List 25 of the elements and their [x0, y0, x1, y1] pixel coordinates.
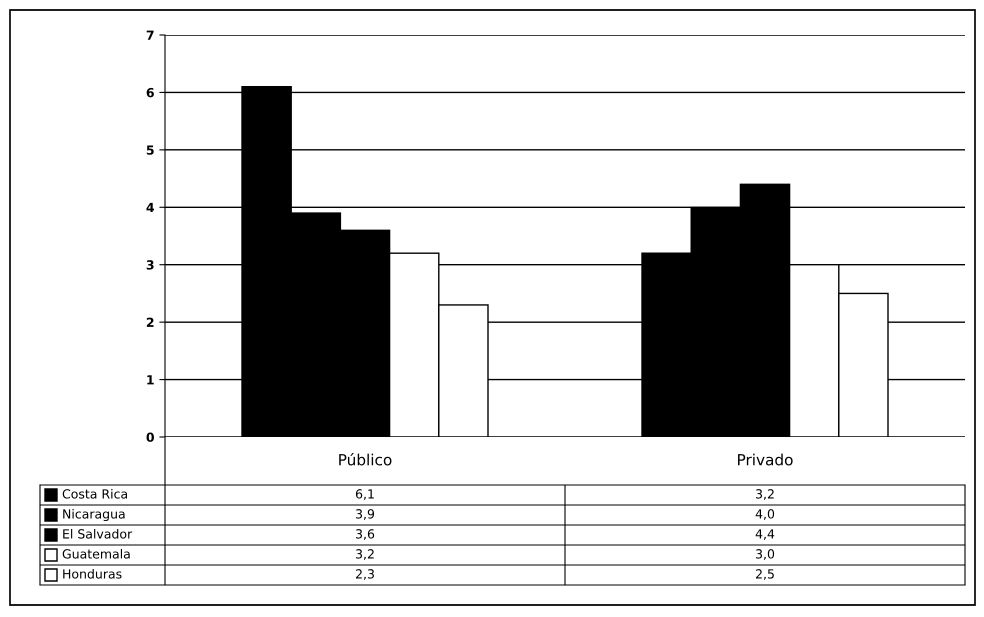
- y-tick-label: 5: [146, 145, 154, 155]
- legend-label: Guatemala: [62, 548, 130, 559]
- y-tick-label: 7: [146, 30, 154, 40]
- data-label: 3,2: [356, 549, 374, 560]
- x-tick-label: Público: [339, 453, 392, 466]
- data-label: 3,9: [356, 509, 374, 520]
- legend-label: El Salvador: [63, 528, 132, 539]
- legend-label: Costa Rica: [62, 488, 127, 499]
- data-label: 4,4: [756, 529, 774, 540]
- data-label: 2,3: [356, 569, 374, 580]
- data-label: 3,0: [756, 549, 774, 560]
- legend-label: Honduras: [63, 568, 122, 579]
- data-label: 2,5: [756, 569, 774, 580]
- data-label: 6,1: [356, 489, 374, 500]
- x-tick-label: Privado: [738, 454, 793, 466]
- data-label: 4,0: [756, 509, 774, 520]
- data-label: 3,6: [356, 529, 374, 540]
- y-tick-label: 1: [147, 375, 154, 384]
- y-tick-label: 3: [146, 260, 154, 270]
- y-tick-label: 2: [146, 318, 154, 327]
- y-tick-label: 6: [146, 88, 154, 98]
- data-label: 3,2: [756, 489, 774, 500]
- y-tick-label: 0: [146, 432, 154, 442]
- legend-label: Nicaragua: [63, 508, 125, 522]
- y-tick-label: 4: [146, 202, 154, 212]
